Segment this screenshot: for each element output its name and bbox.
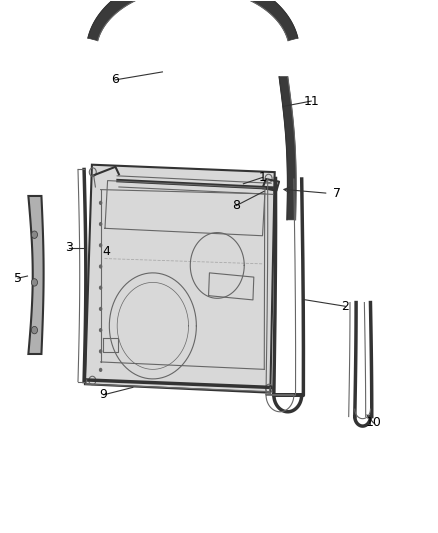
Circle shape — [32, 231, 38, 238]
Text: 1: 1 — [258, 171, 266, 184]
Circle shape — [99, 222, 102, 226]
Circle shape — [99, 201, 102, 205]
Text: 6: 6 — [112, 74, 119, 86]
Text: 9: 9 — [100, 389, 108, 401]
Circle shape — [99, 349, 102, 353]
Text: 5: 5 — [14, 272, 22, 285]
Circle shape — [99, 328, 102, 332]
Polygon shape — [279, 77, 296, 220]
Text: 8: 8 — [233, 199, 240, 212]
Text: 3: 3 — [65, 241, 73, 254]
Polygon shape — [88, 0, 298, 41]
Circle shape — [32, 326, 38, 334]
Circle shape — [99, 307, 102, 311]
Polygon shape — [28, 196, 44, 354]
Circle shape — [99, 243, 102, 247]
Text: 7: 7 — [332, 187, 340, 200]
Text: 11: 11 — [304, 94, 319, 108]
Circle shape — [99, 286, 102, 290]
Circle shape — [99, 264, 102, 269]
Circle shape — [99, 368, 102, 372]
Polygon shape — [85, 165, 275, 393]
Text: 4: 4 — [103, 245, 111, 258]
Circle shape — [32, 279, 38, 286]
Text: 10: 10 — [366, 416, 381, 430]
Text: 2: 2 — [341, 300, 349, 313]
